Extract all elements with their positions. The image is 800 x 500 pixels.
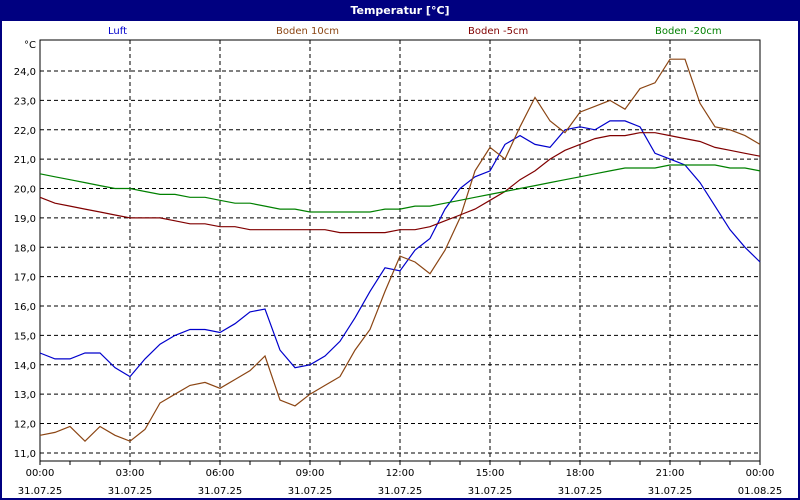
x-tick-time: 00:00 — [746, 468, 775, 479]
x-tick-date: 01.08.25 — [738, 486, 783, 497]
grid — [40, 40, 760, 461]
chart-title: Temperatur [°C] — [2, 2, 798, 21]
x-tick-date: 31.07.25 — [198, 486, 243, 497]
legend-boden-minus-5cm: Boden -5cm — [468, 26, 529, 37]
x-tick-date: 31.07.25 — [108, 486, 153, 497]
y-tick-label: 16,0 — [14, 302, 36, 313]
y-tick-label: 12,0 — [14, 420, 36, 431]
axes: 11,0 12,0 13,0 14,0 15,0 16,0 17,0 18,0 19,0 20,0… — [14, 39, 783, 497]
x-tick-time: 03:00 — [116, 468, 145, 479]
y-tick-label: 19,0 — [14, 214, 36, 225]
x-tick-time: 09:00 — [296, 468, 325, 479]
x-tick-time: 06:00 — [206, 468, 235, 479]
y-tick-label: 15,0 — [14, 331, 36, 342]
x-tick-date: 31.07.25 — [18, 486, 63, 497]
y-tick-label: 13,0 — [14, 390, 36, 401]
x-tick-time: 18:00 — [566, 468, 595, 479]
series-boden-5cm — [39, 132, 761, 234]
y-tick-label: 22,0 — [14, 126, 36, 137]
x-tick-date: 31.07.25 — [648, 486, 693, 497]
x-tick-date: 31.07.25 — [288, 486, 333, 497]
legend-boden-10cm: Boden 10cm — [276, 26, 339, 37]
y-tick-label: 11,0 — [14, 449, 36, 460]
series-boden-20cm — [39, 164, 761, 213]
x-tick-time: 12:00 — [386, 468, 415, 479]
x-tick-date: 31.07.25 — [378, 486, 423, 497]
series-boden-10cm — [39, 58, 761, 443]
y-tick-label: 14,0 — [14, 361, 36, 372]
y-tick-label: 21,0 — [14, 155, 36, 166]
x-tick-time: 00:00 — [26, 468, 55, 479]
legend-luft: Luft — [108, 26, 127, 37]
y-axis-unit: °C — [24, 40, 36, 51]
y-tick-label: 24,0 — [14, 67, 36, 78]
x-tick-time: 15:00 — [476, 468, 505, 479]
legend-boden-minus-20cm: Boden -20cm — [655, 26, 722, 37]
y-tick-label: 18,0 — [14, 243, 36, 254]
y-tick-label: 17,0 — [14, 273, 36, 284]
series-lines — [39, 58, 761, 443]
x-tick-date: 31.07.25 — [558, 486, 603, 497]
x-tick-time: 21:00 — [656, 468, 685, 479]
x-tick-date: 31.07.25 — [468, 486, 513, 497]
y-tick-label: 20,0 — [14, 185, 36, 196]
y-tick-label: 23,0 — [14, 96, 36, 107]
series-luft — [39, 120, 761, 378]
